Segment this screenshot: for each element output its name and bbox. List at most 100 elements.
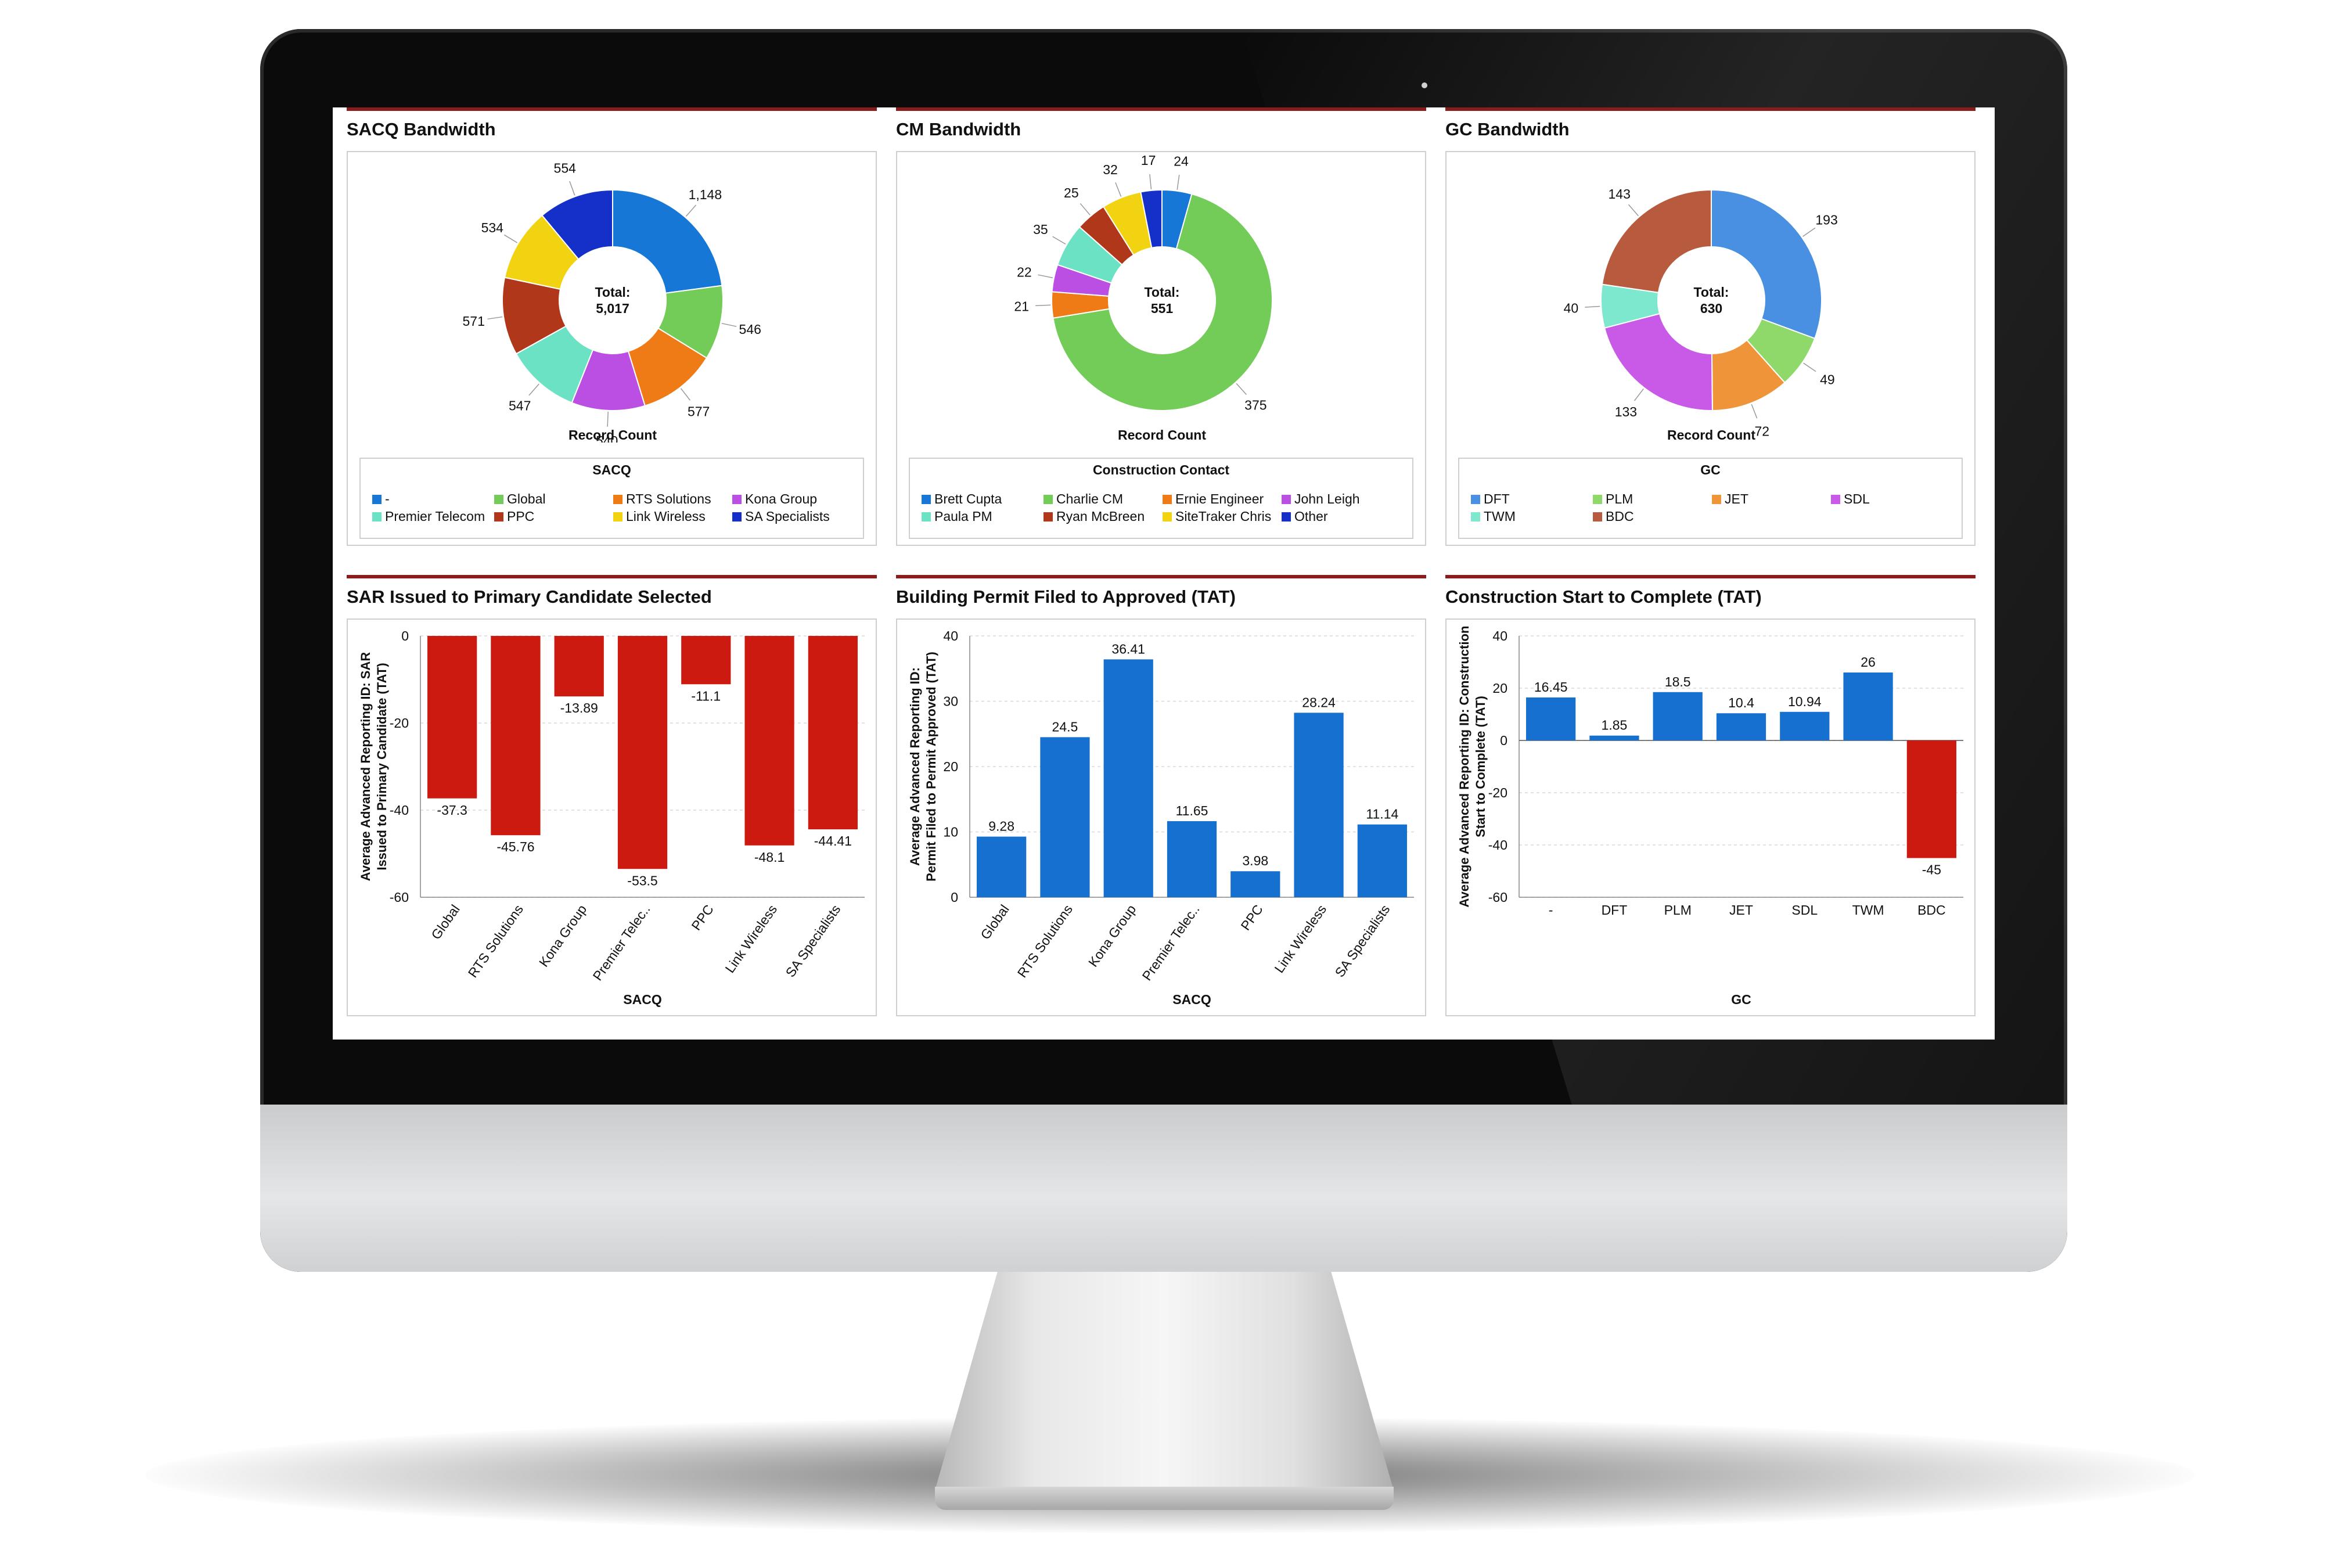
x-tick-label: PPC xyxy=(1237,902,1265,933)
donut-center-total: 551 xyxy=(1151,301,1174,316)
y-tick-label: -20 xyxy=(390,715,409,731)
bar-plm xyxy=(1653,692,1703,740)
donut-chart-gc: 193 49 72 133 40 143 Total:630 Record Count xyxy=(1564,186,1838,443)
legend-swatch xyxy=(1471,512,1480,522)
x-tick-label: Link Wireless xyxy=(1271,902,1329,976)
y-tick-label: -40 xyxy=(390,803,409,818)
legend-item-dft[interactable]: DFT xyxy=(1471,491,1510,507)
legend-item-ernie-engineer[interactable]: Ernie Engineer xyxy=(1163,491,1264,507)
x-tick-label: JET xyxy=(1729,902,1753,918)
x-axis-title: GC xyxy=(1731,992,1751,1007)
slice-leader-line xyxy=(1038,274,1053,279)
chart-frame: 0 10 20 30 40 9.28 Global 24.5 RTS Solutions 36.4… xyxy=(896,618,1426,1016)
bar-global xyxy=(977,836,1027,897)
legend-label: RTS Solutions xyxy=(626,491,711,506)
donut-center-label: Total: xyxy=(1145,285,1180,300)
legend-item-jet[interactable]: JET xyxy=(1712,491,1748,507)
legend-label: - xyxy=(385,491,390,506)
panel-building-permit: Building Permit Filed to Approved (TAT) … xyxy=(896,575,1426,1016)
legend-label: Kona Group xyxy=(745,491,818,506)
slice-leader-line xyxy=(1751,404,1758,419)
legend-item-twm[interactable]: TWM xyxy=(1471,509,1516,524)
y-axis-title: Average Advanced Reporting ID: SAR xyxy=(358,652,373,882)
legend-item-other[interactable]: Other xyxy=(1282,509,1328,524)
legend-swatch xyxy=(732,495,742,504)
legend-label: BDC xyxy=(1606,509,1634,524)
panel-gc-bandwidth: GC Bandwidth 193 49 72 133 40 143 Total: 630 Rec… xyxy=(1445,107,1976,546)
bar-value-label: -37.3 xyxy=(437,803,467,818)
y-tick-label: 0 xyxy=(1500,733,1507,748)
bar-value-label: 36.41 xyxy=(1111,641,1145,656)
slice-leader-line xyxy=(1080,203,1091,215)
legend-label: Ernie Engineer xyxy=(1175,491,1264,506)
y-axis-title: Average Advanced Reporting ID: xyxy=(908,667,922,866)
panel-title: Building Permit Filed to Approved (TAT) xyxy=(896,587,1236,607)
slice-leader-line xyxy=(721,323,737,327)
dashboard-screen: SACQ Bandwidth 1,148 546 577 540 547 571 534 55… xyxy=(333,107,1995,1040)
panel-title: CM Bandwidth xyxy=(896,119,1021,139)
legend-swatch xyxy=(922,512,931,522)
panel-title: SAR Issued to Primary Candidate Selected xyxy=(347,587,712,607)
slice-charlie-cm xyxy=(1052,193,1273,411)
y-tick-label: 10 xyxy=(943,825,958,840)
bar-kona-group xyxy=(554,636,604,697)
legend-item-ryan-mcbreen[interactable]: Ryan McBreen xyxy=(1044,509,1145,524)
slice-value-label: 35 xyxy=(1033,222,1048,237)
bar-value-label: -13.89 xyxy=(560,700,598,715)
slice-leader-line xyxy=(1149,174,1152,189)
slice-value-label: 1,148 xyxy=(689,187,722,202)
bar-global xyxy=(427,636,477,799)
x-tick-label: Link Wireless xyxy=(722,902,780,976)
legend-swatch xyxy=(732,512,742,522)
legend-swatch xyxy=(1163,495,1172,504)
panel-title: SACQ Bandwidth xyxy=(347,119,496,139)
legend-item-sitetraker-chris[interactable]: SiteTraker Chris xyxy=(1163,509,1271,524)
x-tick-label: TWM xyxy=(1852,902,1884,918)
bar-link-wireless xyxy=(1294,713,1344,897)
y-tick-label: 30 xyxy=(943,694,958,709)
legend-item-john-leigh[interactable]: John Leigh xyxy=(1282,491,1360,507)
legend-item-ppc[interactable]: PPC xyxy=(494,509,534,524)
y-tick-label: -60 xyxy=(1488,890,1507,905)
chart-frame: 0 -20 -40 -60 -37.3 Global -45.76 RTS Solutions… xyxy=(347,618,877,1016)
legend-item-bdc[interactable]: BDC xyxy=(1593,509,1634,524)
monitor-stand-base xyxy=(935,1487,1394,1510)
legend-item-rts-solutions[interactable]: RTS Solutions xyxy=(613,491,711,507)
legend-title: GC xyxy=(1700,462,1721,477)
slice-leader-line xyxy=(685,204,697,217)
legend-item-sdl[interactable]: SDL xyxy=(1831,491,1870,507)
legend-item-plm[interactable]: PLM xyxy=(1593,491,1633,507)
chart-frame: 193 49 72 133 40 143 Total: 630 Record Count GC … xyxy=(1445,151,1976,546)
legend-item-brett-cupta[interactable]: Brett Cupta xyxy=(922,491,1002,507)
legend-swatch xyxy=(372,495,382,504)
slice-value-label: 534 xyxy=(481,220,504,235)
bar-value-label: 9.28 xyxy=(988,819,1014,834)
legend-item-paula-pm[interactable]: Paula PM xyxy=(922,509,992,524)
x-axis-title: SACQ xyxy=(623,992,661,1007)
slice-leader-line xyxy=(1115,182,1122,197)
donut-chart-cm: 24 375 21 22 35 25 32 17 Total:551 Record Count xyxy=(1014,153,1273,443)
y-tick-label: 0 xyxy=(401,628,409,643)
legend-item-link-wireless[interactable]: Link Wireless xyxy=(613,509,706,524)
y-axis-title: Average Advanced Reporting ID: Construct… xyxy=(1457,626,1471,908)
legend-label: Link Wireless xyxy=(626,509,706,524)
legend-item-charlie-cm[interactable]: Charlie CM xyxy=(1044,491,1123,507)
legend-item-global[interactable]: Global xyxy=(494,491,545,507)
bar-rts-solutions xyxy=(1040,737,1090,897)
legend-swatch xyxy=(494,512,503,522)
chart-frame: 1,148 546 577 540 547 571 534 554 Total: 5,017 Rec… xyxy=(347,151,877,546)
legend-label: SiteTraker Chris xyxy=(1175,509,1272,524)
legend-item-dash[interactable]: - xyxy=(372,491,390,507)
slice-leader-line xyxy=(1176,174,1180,190)
bar-chart-construction: 40 20 0 -20 -40 -60 16.45 - 1.85 DFT 18.5 PLM 10.4 JE… xyxy=(1457,626,1963,1007)
chart-axis-label: Record Count xyxy=(568,427,657,443)
x-tick-label: SA Specialists xyxy=(1332,902,1393,980)
legend-item-kona-group[interactable]: Kona Group xyxy=(732,491,817,507)
legend-label: PLM xyxy=(1606,491,1633,506)
slice-value-label: 577 xyxy=(688,404,710,419)
bar-jet xyxy=(1716,713,1766,740)
bar-rts-solutions xyxy=(491,636,541,836)
legend-item-sa-specialists[interactable]: SA Specialists xyxy=(732,509,830,524)
legend-item-premier-telecom[interactable]: Premier Telecom xyxy=(372,509,485,524)
x-tick-label: RTS Solutions xyxy=(1014,902,1075,980)
